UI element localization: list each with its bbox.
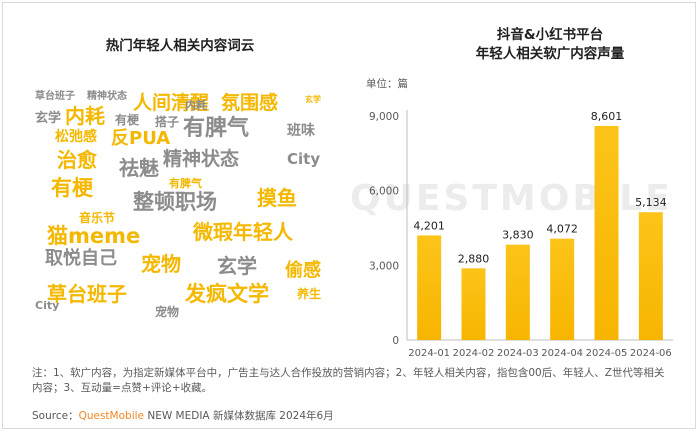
- x-tick-label: 2024-03: [497, 348, 539, 359]
- y-tick-label: 0: [392, 335, 399, 347]
- word-cloud: 草台班子 精神状态 人间清醒 氛围感 玄学 内耗 内耗 玄学 有梗 搭子 班味 松弛感 反PUA 有脾气治…: [35, 88, 325, 318]
- word-cloud-word: 微瑕年轻人: [193, 220, 293, 244]
- bar-value-label: 8,601: [591, 110, 623, 123]
- word-cloud-word: 摸鱼: [257, 186, 297, 210]
- wordcloud-title: 热门年轻人相关内容词云: [105, 38, 255, 54]
- unit-label: 单位：篇: [366, 78, 408, 90]
- word-cloud-word: 祛魅: [119, 156, 159, 180]
- chart-title-line1: 抖音&小红书平台: [496, 27, 604, 43]
- y-tick-label: 3,000: [369, 260, 399, 272]
- bar-value-label: 3,830: [502, 229, 534, 242]
- word-cloud-word: 搭子: [155, 115, 180, 129]
- bar-value-label: 4,072: [546, 223, 578, 236]
- x-tick-label: 2024-05: [586, 348, 628, 359]
- word-cloud-word: 班味: [287, 123, 315, 139]
- x-tick-label: 2024-04: [541, 348, 583, 359]
- chart-title: 抖音&小红书平台 年轻人相关软广内容声量: [400, 26, 700, 64]
- word-cloud-word: 有梗: [51, 176, 93, 200]
- source-rest: NEW MEDIA 新媒体数据库 2024年6月: [144, 410, 334, 422]
- word-cloud-word: 内耗: [185, 99, 207, 112]
- footnote: 注：1、软广内容，为指定新媒体平台中，广告主与达人合作投放的营销内容；2、年轻人…: [32, 367, 665, 394]
- bar: [417, 235, 442, 340]
- word-cloud-word: 玄学: [35, 111, 62, 126]
- bar: [550, 238, 575, 340]
- chart-title-line2: 年轻人相关软广内容声量: [475, 46, 625, 62]
- bar-value-label: 5,134: [635, 196, 667, 209]
- word-cloud-word: City: [35, 299, 60, 312]
- word-cloud-word: 精神状态: [163, 148, 240, 170]
- source-prefix: Source：: [32, 410, 79, 422]
- bar-value-label: 4,201: [413, 219, 445, 232]
- figure-frame: [2, 2, 696, 429]
- y-tick-label: 6,000: [369, 186, 399, 198]
- word-cloud-word: 草台班子: [47, 282, 127, 306]
- word-cloud-word: 玄学: [305, 95, 321, 104]
- word-cloud-word: 偷感: [285, 260, 321, 281]
- word-cloud-word: City: [287, 150, 321, 168]
- word-cloud-word: 草台班子: [35, 91, 75, 102]
- x-tick-label: 2024-06: [630, 348, 672, 359]
- word-cloud-word: 有梗: [115, 113, 140, 127]
- word-cloud-word: 音乐节: [79, 211, 116, 225]
- word-cloud-word: 发疯文学: [185, 282, 269, 306]
- x-tick-label: 2024-01: [408, 348, 450, 359]
- word-cloud-word: 内耗: [65, 104, 105, 128]
- word-cloud-word: 人间清醒: [133, 92, 210, 114]
- bar: [594, 125, 619, 340]
- word-cloud-word: 取悦自己: [45, 248, 117, 269]
- word-cloud-word: 氛围感: [221, 92, 279, 114]
- x-tick-label: 2024-02: [453, 348, 495, 359]
- bar-value-label: 2,880: [458, 252, 490, 265]
- source-line: Source：QuestMobile NEW MEDIA 新媒体数据库 2024…: [32, 408, 334, 423]
- bar: [638, 212, 663, 340]
- word-cloud-word: 治愈: [57, 148, 97, 172]
- y-tick-label: 9,000: [369, 111, 399, 123]
- word-cloud-word: 宠物: [141, 252, 181, 276]
- word-cloud-word: 有脾气: [169, 177, 202, 190]
- word-cloud-word: 猫meme: [47, 224, 141, 248]
- word-cloud-word: 玄学: [217, 254, 257, 278]
- bar-chart: 0 3,000 6,000 9,000 4,201 2024-01 2,880 2024-02…: [369, 110, 673, 359]
- word-cloud-word: 养生: [297, 287, 322, 301]
- word-cloud-word: 宠物: [155, 305, 180, 318]
- word-cloud-word: 有脾气: [183, 116, 250, 141]
- word-cloud-word: 精神状态: [87, 91, 127, 102]
- source-brand: QuestMobile: [78, 410, 144, 422]
- word-cloud-word: 反PUA: [111, 128, 171, 149]
- word-cloud-word: 整顿职场: [133, 190, 217, 214]
- bar: [505, 244, 530, 340]
- word-cloud-word: 松弛感: [55, 129, 97, 145]
- bar: [461, 268, 486, 340]
